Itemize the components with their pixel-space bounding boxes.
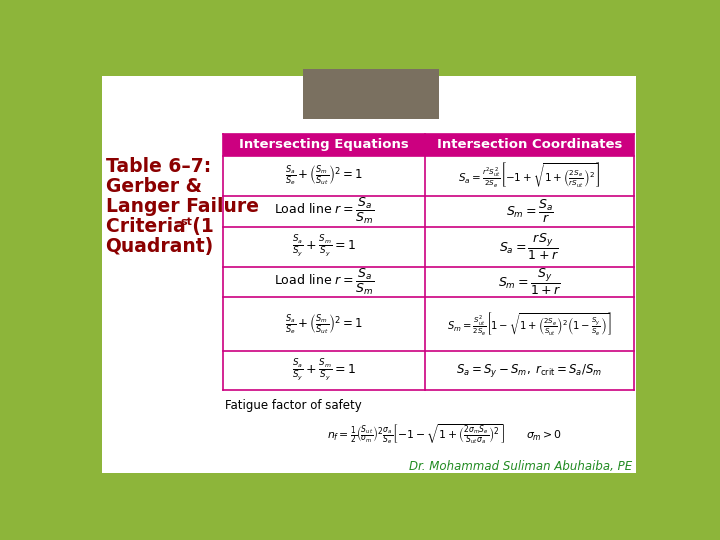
Text: $\frac{S_a}{S_e}+\left(\frac{S_m}{S_{ut}}\right)^2=1$: $\frac{S_a}{S_e}+\left(\frac{S_m}{S_{ut}… [285,312,363,336]
Text: Load line $r=\dfrac{S_a}{S_m}$: Load line $r=\dfrac{S_a}{S_m}$ [274,267,374,297]
Text: $S_m=\dfrac{S_y}{1+r}$: $S_m=\dfrac{S_y}{1+r}$ [498,267,561,297]
Text: Gerber &: Gerber & [106,177,202,196]
Text: $S_a=S_y-S_m,\; r_{\mathrm{crit}}=S_a/S_m$: $S_a=S_y-S_m,\; r_{\mathrm{crit}}=S_a/S_… [456,362,603,379]
Text: Criteria (1: Criteria (1 [106,217,213,237]
Text: Dr. Mohammad Suliman Abuhaiba, PE: Dr. Mohammad Suliman Abuhaiba, PE [410,460,632,473]
Text: Intersection Coordinates: Intersection Coordinates [437,138,622,151]
Text: Load line $r=\dfrac{S_a}{S_m}$: Load line $r=\dfrac{S_a}{S_m}$ [274,196,374,226]
Text: Langer Failure: Langer Failure [106,197,258,216]
Text: $S_m=\frac{S_{ut}^2}{2S_e}\left[1-\sqrt{1+\left(\frac{2S_e}{S_{ut}}\right)^2\lef: $S_m=\frac{S_{ut}^2}{2S_e}\left[1-\sqrt{… [447,310,612,338]
Text: Quadrant): Quadrant) [106,237,214,256]
Text: $S_m=\dfrac{S_a}{r}$: $S_m=\dfrac{S_a}{r}$ [505,198,554,225]
Text: $\frac{S_a}{S_y}+\frac{S_m}{S_y}=1$: $\frac{S_a}{S_y}+\frac{S_m}{S_y}=1$ [292,358,356,383]
Text: Intersecting Equations: Intersecting Equations [239,138,409,151]
Text: st: st [180,217,192,227]
Text: Fatigue factor of safety: Fatigue factor of safety [225,399,361,412]
Text: $S_a=\frac{r^2S_{ut}^2}{2S_e}\left[-1+\sqrt{1+\left(\frac{2S_e}{rS_{ut}}\right)^: $S_a=\frac{r^2S_{ut}^2}{2S_e}\left[-1+\s… [459,161,600,190]
Text: $S_a=\dfrac{rS_y}{1+r}$: $S_a=\dfrac{rS_y}{1+r}$ [500,232,559,261]
Text: $\frac{S_a}{S_y}+\frac{S_m}{S_y}=1$: $\frac{S_a}{S_y}+\frac{S_m}{S_y}=1$ [292,234,356,259]
Text: $\frac{S_a}{S_e}+\left(\frac{S_m}{S_{ut}}\right)^2=1$: $\frac{S_a}{S_e}+\left(\frac{S_m}{S_{ut}… [285,164,363,188]
Bar [303,69,438,119]
Text: Table 6–7:: Table 6–7: [106,157,211,176]
Text: $n_f=\frac{1}{2}\left(\frac{S_{ut}}{\sigma_m}\right)^2\frac{\sigma_a}{S_e}\left[: $n_f=\frac{1}{2}\left(\frac{S_{ut}}{\sig… [327,422,562,446]
Bar [223,134,634,156]
